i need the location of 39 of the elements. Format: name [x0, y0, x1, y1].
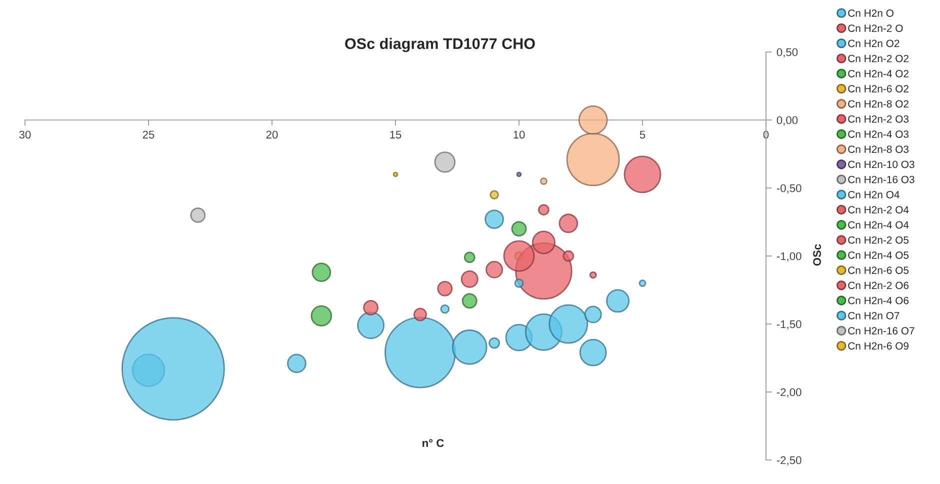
y-tick-label: -1,50 [776, 320, 802, 330]
y-tick-label: -2,00 [776, 388, 802, 398]
x-tick-label: 30 [19, 130, 31, 139]
x-tick-label: 20 [266, 130, 278, 139]
y-axis-title: OSc [813, 244, 821, 266]
legend-label: Cn H2n O7 [848, 312, 900, 320]
y-tick-label: -2,50 [776, 456, 802, 466]
y-tick-label: -1,00 [776, 252, 802, 262]
legend-label: Cn H2n-4 O5 [848, 251, 909, 259]
legend-label: Cn H2n-2 O4 [848, 206, 909, 214]
legend-label: Cn H2n-8 O2 [848, 100, 908, 108]
legend-label: Cn H2n-2 O5 [848, 236, 909, 244]
y-tick-label: -0,50 [776, 184, 802, 194]
legend-label: Cn H2n O4 [848, 190, 900, 198]
legend-label: Cn H2n-2 O [848, 24, 903, 32]
legend-label: Cn H2n O2 [848, 40, 900, 48]
legend-label: Cn H2n-4 O3 [848, 130, 909, 138]
legend-label: Cn H2n-6 O9 [848, 342, 908, 350]
legend-label: Cn H2n-6 O2 [848, 85, 908, 92]
legend-label: Cn H2n-6 O5 [848, 266, 909, 274]
legend-label: Cn H2n-4 O4 [848, 221, 909, 229]
legend-label: Cn H2n-16 O7 [848, 327, 914, 334]
legend-label: Cn H2n-2 O6 [848, 282, 909, 290]
legend-label: Cn H2n-4 O2 [848, 70, 908, 78]
legend-label: Cn H2n-16 O3 [848, 176, 914, 184]
x-tick-label: 10 [514, 130, 525, 139]
y-tick-label: 0,00 [776, 116, 798, 126]
x-axis-title: n° C [422, 439, 444, 447]
legend-label: Cn H2n O [848, 9, 894, 17]
x-tick-label: 25 [142, 130, 154, 139]
legend-label: Cn H2n-10 O3 [848, 160, 914, 168]
legend-label: Cn H2n-2 O2 [848, 54, 908, 62]
x-tick-label: 5 [640, 130, 646, 139]
x-tick-label: 15 [390, 130, 402, 139]
legend-label: Cn H2n-8 O3 [848, 146, 909, 153]
legend-label: Cn H2n-2 O3 [848, 115, 909, 123]
legend-label: Cn H2n-4 O6 [848, 296, 909, 304]
chart-title: OSc diagram TD1077 CHO [345, 38, 535, 52]
y-tick-label: 0,50 [776, 48, 798, 58]
